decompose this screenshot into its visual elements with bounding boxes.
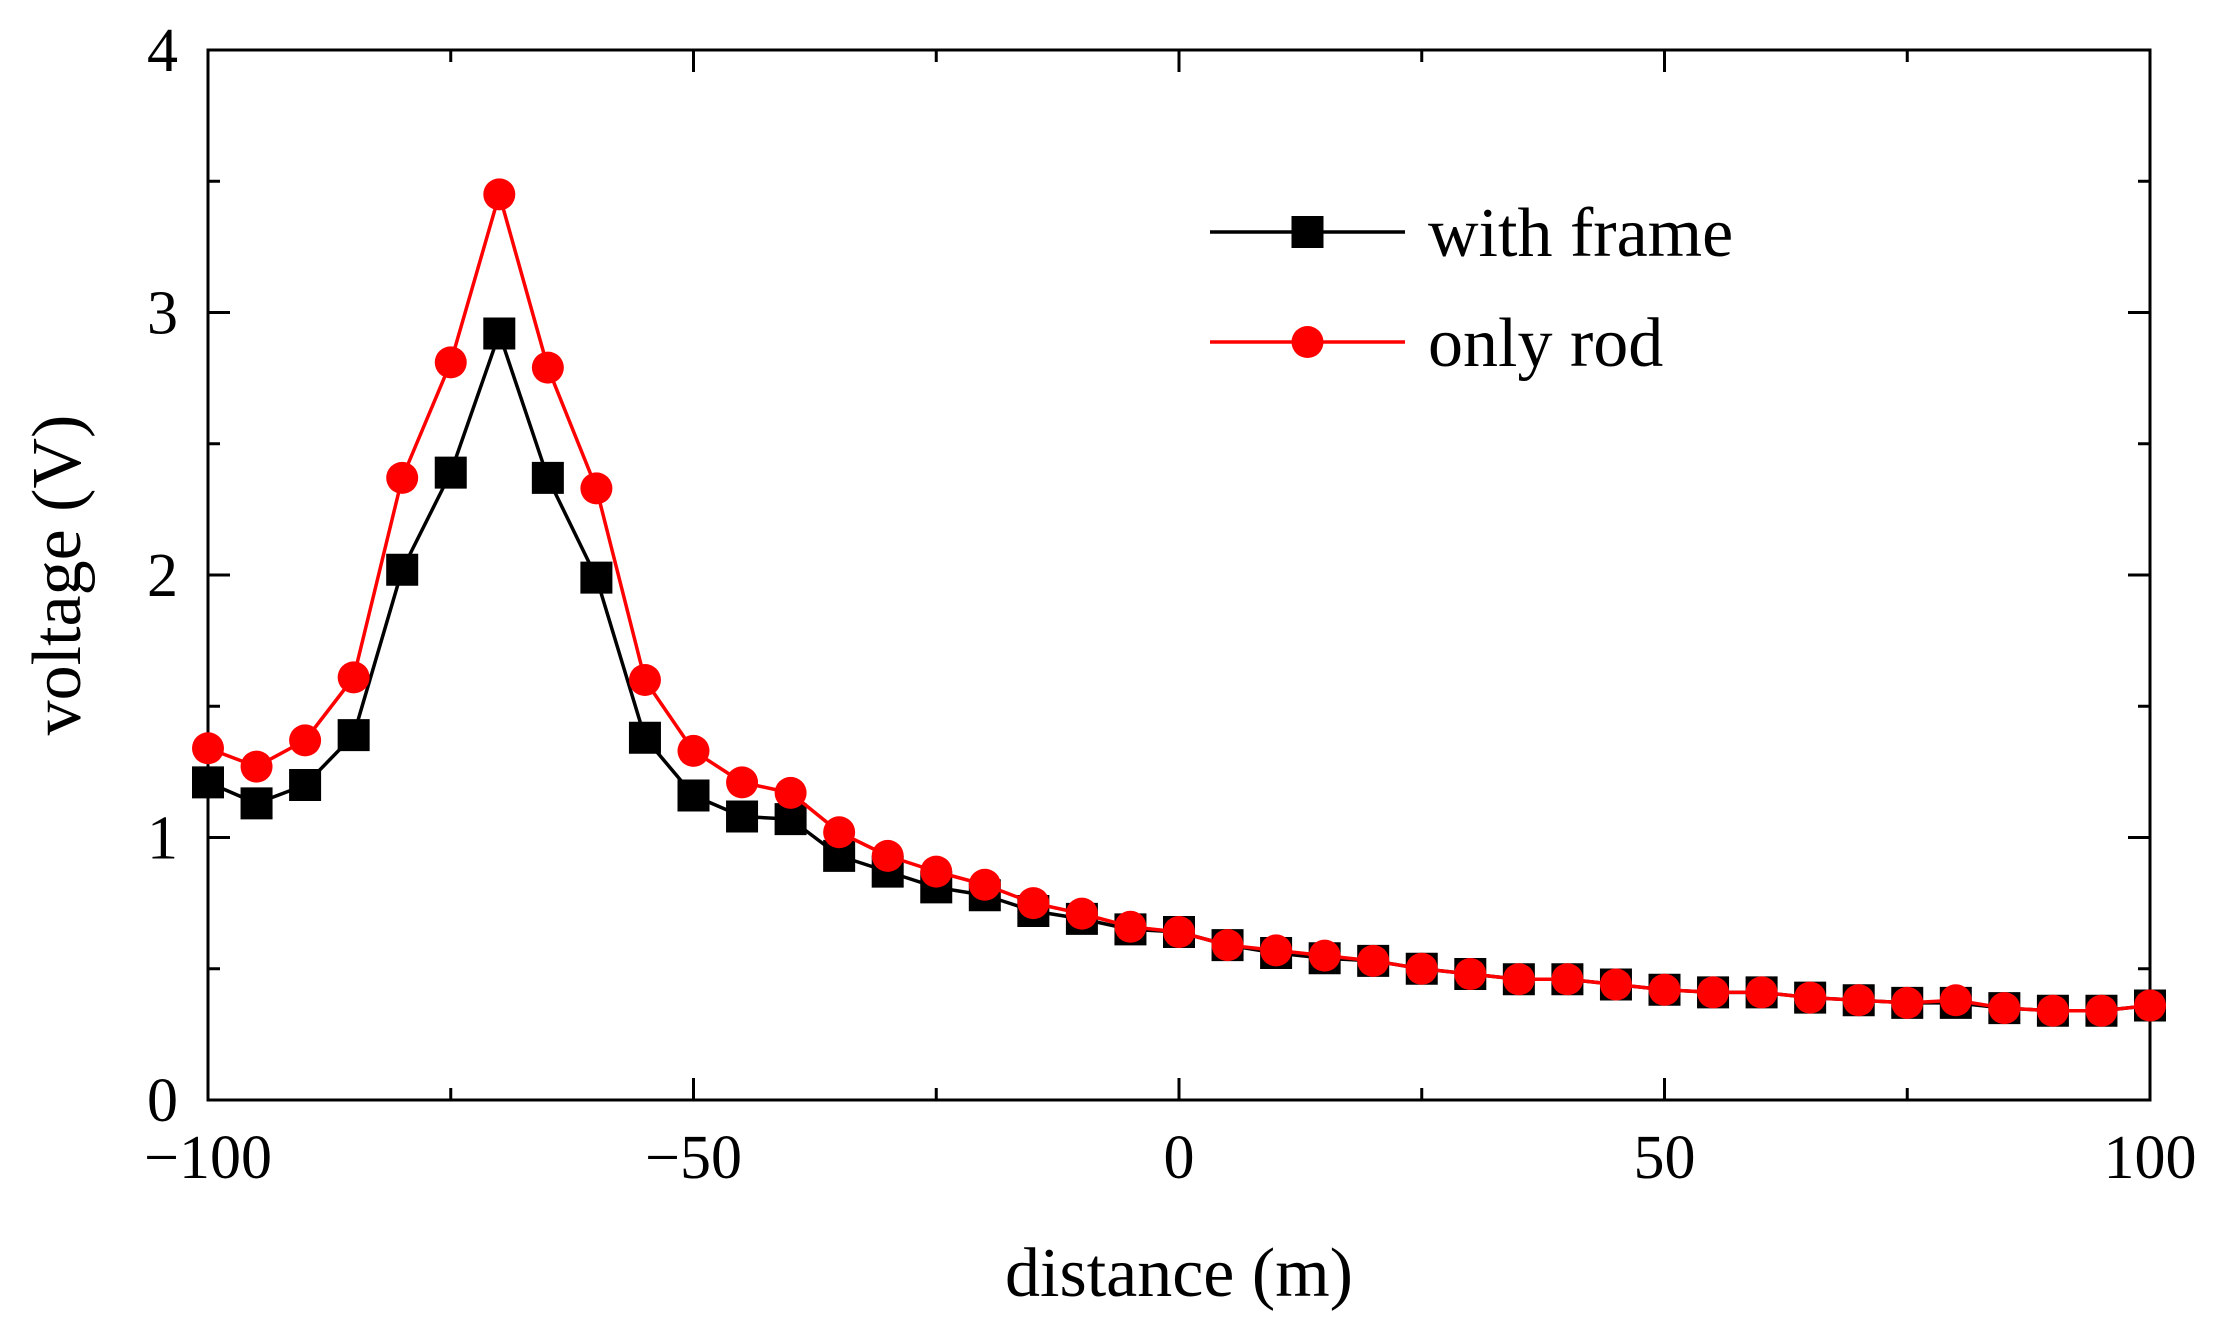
- data-point: [871, 839, 904, 872]
- legend: with frame only rod: [1210, 195, 1733, 382]
- y-tick-label: 4: [147, 17, 178, 85]
- series-only-rod: [192, 178, 2166, 1027]
- data-point: [386, 553, 419, 586]
- data-point: [726, 800, 759, 833]
- data-point: [2036, 994, 2069, 1027]
- data-point: [1842, 984, 1875, 1017]
- data-point: [1357, 944, 1390, 977]
- series-line: [207, 192, 2151, 1013]
- data-point: [968, 868, 1001, 901]
- series-line: [207, 331, 2151, 1013]
- data-point: [1697, 976, 1730, 1009]
- y-axis-label: voltage (V): [19, 415, 96, 736]
- data-point: [1794, 981, 1827, 1014]
- data-point: [1260, 934, 1293, 967]
- data-point: [2085, 994, 2118, 1027]
- data-point: [1502, 963, 1535, 996]
- legend-label: only rod: [1428, 305, 1663, 382]
- data-point: [580, 561, 613, 594]
- data-point: [628, 721, 661, 754]
- legend-item: with frame: [1210, 195, 1733, 272]
- data-point: [434, 456, 467, 489]
- data-point: [1939, 984, 1972, 1017]
- legend-label: with frame: [1428, 195, 1733, 272]
- data-point: [1551, 963, 1584, 996]
- data-point: [1454, 958, 1487, 990]
- data-point: [1599, 968, 1632, 1001]
- data-point: [774, 776, 807, 809]
- x-tick-label: −50: [645, 1124, 742, 1192]
- x-tick-label: 50: [1634, 1124, 1696, 1192]
- data-point: [628, 664, 661, 696]
- data-point: [289, 769, 322, 801]
- data-point: [337, 719, 370, 752]
- data-point: [1308, 939, 1341, 972]
- data-point: [434, 346, 467, 379]
- data-point: [823, 816, 856, 849]
- y-tick-label: 2: [147, 542, 178, 610]
- data-point: [2134, 989, 2166, 1022]
- data-point: [1648, 973, 1681, 1006]
- data-point: [386, 461, 419, 494]
- legend-marker: [1291, 326, 1324, 358]
- x-tick-label: 100: [2104, 1124, 2197, 1192]
- data-point: [1891, 986, 1924, 1019]
- data-point: [531, 461, 564, 494]
- axes: −100 −50 0 50 100 0 1 2 3 4: [144, 17, 2196, 1192]
- legend-marker: [1291, 216, 1324, 248]
- data-point: [1163, 916, 1195, 948]
- x-axis-label: distance (m): [1005, 1235, 1353, 1312]
- data-point: [483, 178, 516, 211]
- y-tick-label: 1: [147, 805, 178, 873]
- data-point: [1211, 929, 1244, 962]
- data-point: [1065, 897, 1098, 930]
- data-point: [726, 766, 759, 799]
- data-point: [192, 766, 224, 799]
- y-tick-label: 3: [147, 280, 178, 348]
- data-point: [1988, 992, 2021, 1025]
- plot-area: [192, 178, 2166, 1027]
- data-point: [289, 724, 322, 757]
- data-point: [677, 734, 710, 767]
- data-point: [240, 787, 273, 820]
- legend-item: only rod: [1210, 305, 1663, 382]
- x-tick-label: −100: [144, 1124, 272, 1192]
- data-point: [677, 779, 710, 812]
- data-point: [192, 732, 224, 765]
- y-tick-label: 0: [147, 1067, 178, 1135]
- data-point: [1745, 976, 1778, 1009]
- data-point: [1405, 952, 1438, 985]
- data-point: [240, 750, 273, 783]
- data-point: [531, 351, 564, 384]
- data-point: [1114, 910, 1147, 943]
- data-point: [1017, 887, 1050, 920]
- data-point: [580, 472, 613, 505]
- x-tick-label: 0: [1164, 1124, 1195, 1192]
- data-point: [483, 317, 516, 350]
- data-point: [337, 661, 370, 694]
- data-point: [920, 855, 953, 888]
